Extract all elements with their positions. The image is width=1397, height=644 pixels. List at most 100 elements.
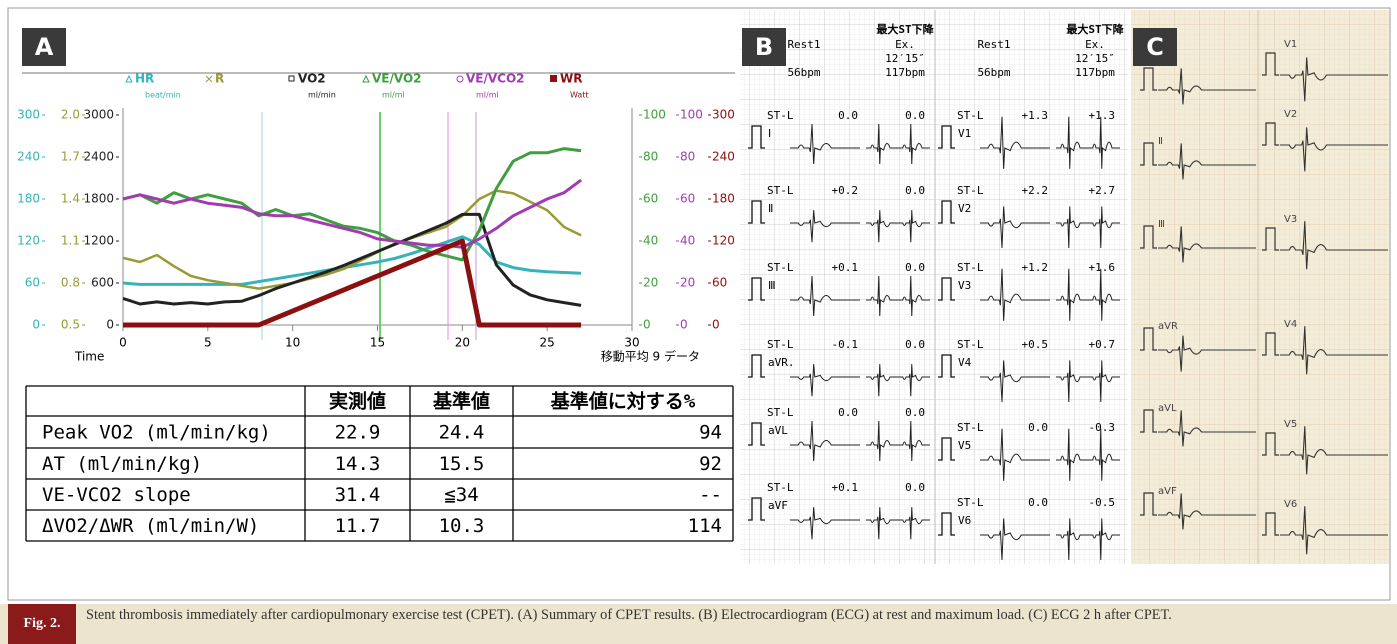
legend-label: VE/VO2	[372, 72, 422, 86]
y-tick-label: 3000	[83, 108, 114, 122]
st-value: +1.3	[1089, 109, 1116, 122]
st-label: ST-L	[957, 421, 984, 434]
st-value: +0.7	[1089, 338, 1116, 351]
legend-unit: beat/min	[145, 91, 181, 100]
table-cell: --	[699, 484, 722, 506]
ecg-header: Ex.	[895, 38, 915, 51]
legend-label: R	[215, 72, 224, 86]
legend-label: WR	[560, 72, 582, 86]
y-tick-label: 240	[17, 150, 40, 164]
legend-label: VE/VCO2	[466, 72, 525, 86]
lead-name: V6	[958, 514, 971, 527]
x-tick-label: 15	[370, 336, 385, 350]
st-value: -0.5	[1089, 496, 1116, 509]
lead-name: V3	[958, 279, 971, 292]
lead-name: Ⅱ	[1158, 136, 1163, 147]
table-cell: 22.9	[335, 422, 381, 444]
lead-name: V2	[1284, 109, 1297, 120]
table-cell: ≦34	[444, 484, 478, 506]
panel-label: C	[1146, 33, 1164, 61]
lead-name: Ⅱ	[768, 202, 773, 215]
st-value: 0.0	[905, 338, 925, 351]
ecg-header: 12′15″	[885, 52, 925, 65]
table-cell: 24.4	[439, 422, 485, 444]
ecg-header: 117bpm	[1075, 66, 1115, 79]
y-tick-label: 300	[17, 108, 40, 122]
legend-unit: Watt	[570, 91, 589, 100]
st-label: ST-L	[767, 481, 794, 494]
caption-text: Stent thrombosis immediately after cardi…	[76, 604, 1397, 644]
table-cell: 10.3	[439, 515, 485, 537]
st-label: ST-L	[767, 184, 794, 197]
caption: Fig. 2. Stent thrombosis immediately aft…	[0, 604, 1397, 644]
y-tick-label: 1.7	[61, 150, 80, 164]
y-tick-label: 0	[712, 318, 720, 332]
st-value: 0.0	[905, 261, 925, 274]
lead-name: V4	[1284, 319, 1297, 330]
lead-name: V6	[1284, 499, 1297, 510]
st-label: ST-L	[957, 338, 984, 351]
y-tick-label: 180	[17, 192, 40, 206]
st-value: 0.0	[838, 406, 858, 419]
lead-name: aVR.	[768, 356, 795, 369]
st-value: 0.0	[905, 481, 925, 494]
x-tick-label: 5	[204, 336, 212, 350]
legend-label: HR	[135, 72, 154, 86]
table-cell: 14.3	[335, 453, 381, 475]
st-value: 0.0	[905, 406, 925, 419]
x-tick-label: 25	[540, 336, 555, 350]
lead-name: aVL	[1158, 403, 1177, 414]
caption-label: Fig. 2.	[8, 604, 76, 644]
table-cell: 31.4	[335, 484, 381, 506]
table-cell: 114	[688, 515, 722, 537]
table-header: 基準値	[432, 390, 490, 413]
ecg-header: 最大ST下降	[876, 22, 934, 36]
y-tick-label: 100	[643, 108, 666, 122]
y-tick-label: 100	[680, 108, 703, 122]
y-tick-label: 1800	[83, 192, 114, 206]
lead-name: Ⅲ	[1158, 219, 1165, 230]
st-label: ST-L	[957, 109, 984, 122]
y-tick-label: 0	[106, 318, 114, 332]
st-value: +0.5	[1022, 338, 1049, 351]
lead-name: aVF	[768, 499, 788, 512]
y-tick-label: 20	[680, 276, 695, 290]
table-header: 基準値に対する%	[550, 390, 696, 413]
y-tick-label: 2400	[83, 150, 114, 164]
legend-label: VO2	[298, 72, 326, 86]
y-tick-label: 0	[643, 318, 651, 332]
st-value: +0.1	[832, 261, 859, 274]
st-value: +0.1	[832, 481, 859, 494]
st-label: ST-L	[767, 109, 794, 122]
table-cell: 94	[699, 422, 722, 444]
st-value: +0.2	[832, 184, 859, 197]
y-tick-label: 60	[680, 192, 695, 206]
y-tick-label: 80	[680, 150, 695, 164]
table-cell: 92	[699, 453, 722, 475]
st-label: ST-L	[767, 406, 794, 419]
y-tick-label: 120	[712, 234, 735, 248]
y-tick-label: 120	[17, 234, 40, 248]
table-cell: AT (ml/min/kg)	[42, 453, 202, 475]
y-tick-label: 0	[680, 318, 688, 332]
y-tick-label: 60	[643, 192, 658, 206]
st-value: 0.0	[905, 184, 925, 197]
y-tick-label: 600	[91, 276, 114, 290]
st-label: ST-L	[957, 496, 984, 509]
lead-name: V2	[958, 202, 971, 215]
y-tick-label: 2.0	[61, 108, 80, 122]
y-tick-label: 300	[712, 108, 735, 122]
lead-name: aVF	[1158, 486, 1177, 497]
ecg-header: 12′15″	[1075, 52, 1115, 65]
legend-unit: ml/ml	[382, 91, 405, 100]
y-tick-label: 1200	[83, 234, 114, 248]
y-tick-label: 180	[712, 192, 735, 206]
legend-unit: ml/min	[308, 91, 336, 100]
legend-unit: ml/ml	[476, 91, 499, 100]
page: Time 移動平均 9 データ 051015202530060120180240…	[0, 0, 1397, 644]
x-axis-label: Time	[74, 350, 104, 364]
st-value: +2.2	[1022, 184, 1049, 197]
table-cell: VE-VCO2 slope	[42, 484, 191, 506]
st-value: +1.3	[1022, 109, 1049, 122]
